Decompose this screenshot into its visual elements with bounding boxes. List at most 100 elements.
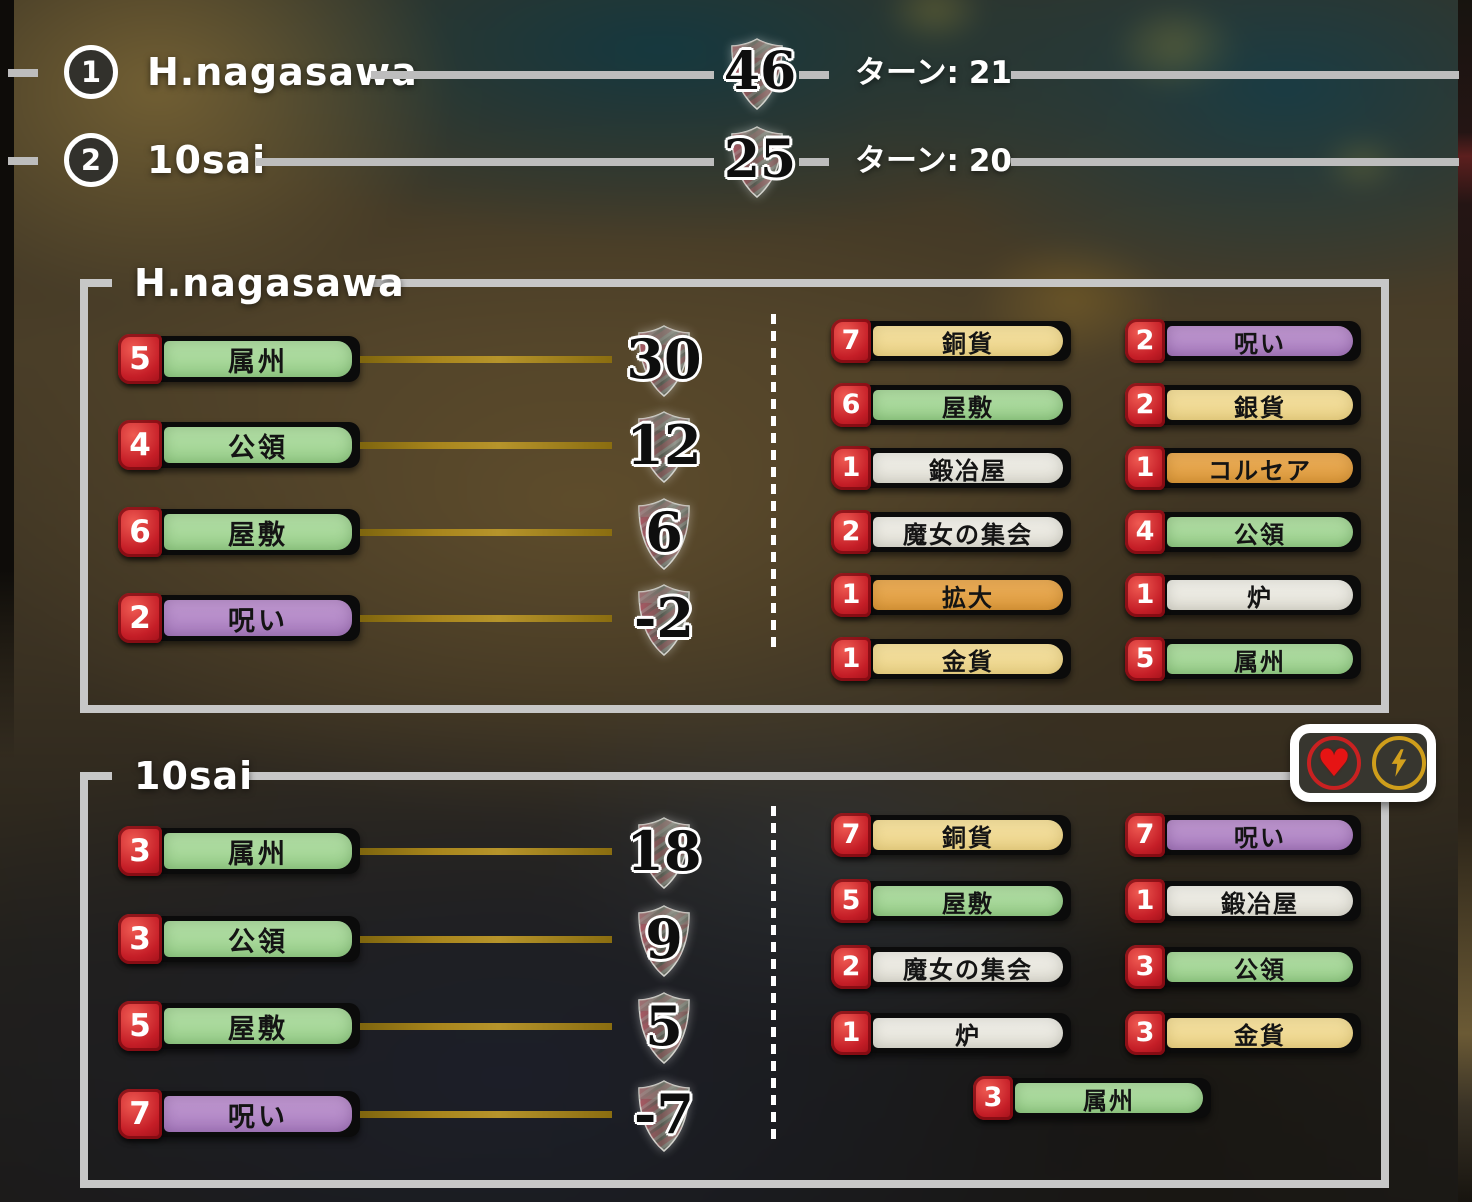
card-count-badge: 4	[1125, 510, 1165, 554]
points-value: -2	[634, 586, 694, 650]
card-count-badge: 1	[831, 637, 871, 681]
card-name-label: 魔女の集会	[873, 952, 1063, 984]
card-name-label: 屋敷	[873, 886, 1063, 918]
card-bar-estate: 5 屋敷	[118, 1001, 360, 1051]
card-count-badge: 2	[831, 510, 871, 554]
rank2-badge: 2	[64, 133, 118, 187]
card-name-label: 呪い	[1167, 326, 1353, 358]
card-name-label: 公領	[1167, 952, 1353, 984]
panel2-border-bottom	[80, 1180, 1389, 1188]
deck-bar: 7 銅貨	[831, 319, 1071, 363]
right-edge-shade	[1458, 0, 1472, 1202]
points-value: 6	[645, 500, 683, 564]
card-count-badge: 3	[973, 1076, 1013, 1120]
score-connector-line	[360, 356, 612, 363]
card-name-label: 公領	[164, 427, 352, 464]
card-count-badge: 3	[1125, 945, 1165, 989]
points-value: 18	[626, 819, 702, 883]
card-name-label: 属州	[164, 833, 352, 870]
heart-reaction-button[interactable]: ♥	[1307, 736, 1361, 790]
card-name-label: 金貨	[873, 644, 1063, 676]
card-name-label: 呪い	[1167, 820, 1353, 852]
card-count-badge: 7	[831, 813, 871, 857]
card-name-label: 呪い	[164, 1096, 352, 1133]
card-name-label: 公領	[1167, 517, 1353, 549]
rank1-badge: 1	[64, 45, 118, 99]
score-connector-line	[360, 848, 612, 855]
card-count-badge: 1	[831, 573, 871, 617]
card-name-label: 屋敷	[873, 390, 1063, 422]
score-connector-line	[360, 442, 612, 449]
lightning-reaction-button[interactable]	[1372, 736, 1426, 790]
card-name-label: 屋敷	[164, 514, 352, 551]
panel1-border-top-stub	[80, 279, 112, 287]
card-name-label: 拡大	[873, 580, 1063, 612]
left-edge-shade	[0, 0, 14, 760]
rank1-turn-counter: ターン: 21	[855, 55, 1012, 91]
panel2-border-left	[80, 772, 88, 1188]
deck-bar: 1 鍛冶屋	[1125, 879, 1361, 923]
card-name-label: 金貨	[1167, 1018, 1353, 1050]
card-count-badge: 5	[118, 334, 162, 384]
card-count-badge: 4	[118, 420, 162, 470]
card-name-label: 銀貨	[1167, 390, 1353, 422]
card-bar-province: 3 属州	[118, 826, 360, 876]
card-name-label: 公領	[164, 921, 352, 958]
panel1-border-left	[80, 279, 88, 713]
deck-bar: 4 公領	[1125, 510, 1361, 554]
card-count-badge: 1	[831, 1011, 871, 1055]
card-bar-duchy: 3 公領	[118, 914, 360, 964]
panel2-border-top	[243, 772, 1389, 780]
card-bar-estate: 6 屋敷	[118, 507, 360, 557]
card-count-badge: 7	[831, 319, 871, 363]
deck-bar: 1 コルセア	[1125, 446, 1361, 490]
deck-bar: 5 属州	[1125, 637, 1361, 681]
rank1-line-left	[371, 71, 714, 79]
panel1-border-top	[368, 279, 1389, 287]
deck-bar: 1 炉	[1125, 573, 1361, 617]
deck-bar: 6 屋敷	[831, 383, 1071, 427]
deck-bar: 7 銅貨	[831, 813, 1071, 857]
card-bar-curse: 7 呪い	[118, 1089, 360, 1139]
deck-bar: 1 拡大	[831, 573, 1071, 617]
rank2-turn-counter: ターン: 20	[855, 143, 1012, 179]
points-value: -7	[634, 1082, 694, 1146]
card-count-badge: 2	[1125, 383, 1165, 427]
points-value: 12	[626, 413, 702, 477]
score-connector-line	[360, 1111, 612, 1118]
panel2-border-right	[1381, 772, 1389, 1188]
card-name-label: 炉	[1167, 580, 1353, 612]
deck-bar: 1 炉	[831, 1011, 1071, 1055]
turn-value: 20	[968, 143, 1012, 179]
card-count-badge: 3	[1125, 1011, 1165, 1055]
panel2-title: 10sai	[134, 754, 254, 798]
card-count-badge: 6	[831, 383, 871, 427]
deck-bar-extra: 3 属州	[973, 1076, 1211, 1120]
rank2-left-dash	[8, 157, 38, 165]
card-name-label: 属州	[164, 341, 352, 378]
heart-icon: ♥	[1316, 741, 1352, 785]
rank2-line-right	[1011, 158, 1459, 166]
card-name-label: 鍛冶屋	[1167, 886, 1353, 918]
panel1-divider	[771, 314, 776, 650]
deck-bar: 2 銀貨	[1125, 383, 1361, 427]
card-name-label: コルセア	[1167, 453, 1353, 485]
card-count-badge: 2	[118, 593, 162, 643]
rank1-line-right	[1011, 71, 1459, 79]
card-count-badge: 3	[118, 914, 162, 964]
deck-bar: 1 金貨	[831, 637, 1071, 681]
points-value: 30	[626, 327, 702, 391]
card-bar-duchy: 4 公領	[118, 420, 360, 470]
card-name-label: 炉	[873, 1018, 1063, 1050]
turn-label: ターン:	[855, 55, 959, 91]
card-count-badge: 7	[118, 1089, 162, 1139]
deck-bar: 7 呪い	[1125, 813, 1361, 857]
card-count-badge: 7	[1125, 813, 1165, 857]
card-name-label: 屋敷	[164, 1008, 352, 1045]
card-name-label: 呪い	[164, 600, 352, 637]
card-count-badge: 5	[831, 879, 871, 923]
score-connector-line	[360, 615, 612, 622]
score-connector-line	[360, 529, 612, 536]
panel1-border-right	[1381, 279, 1389, 713]
